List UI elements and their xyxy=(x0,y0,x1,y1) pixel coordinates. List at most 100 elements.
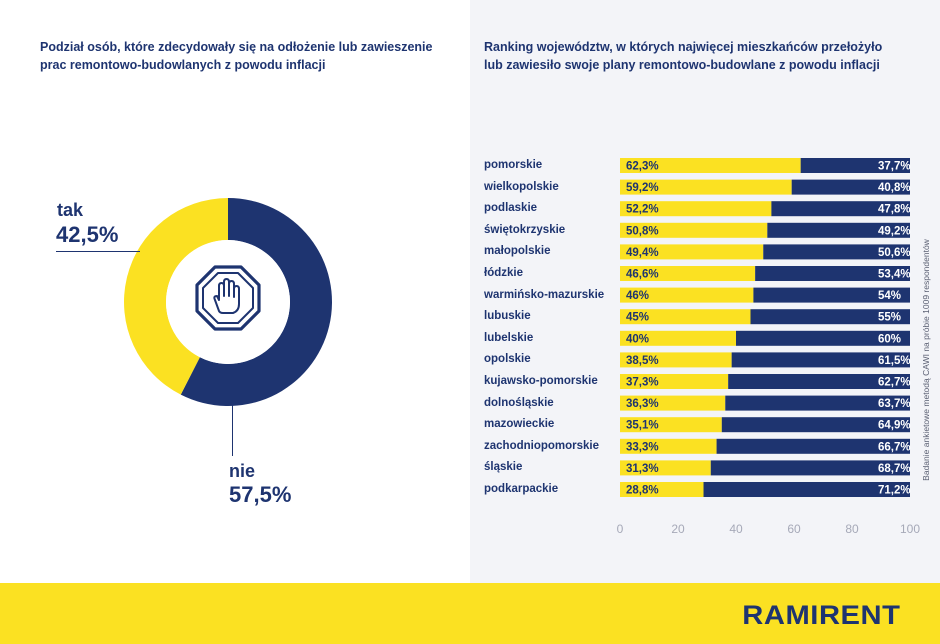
bar-segment-yes xyxy=(620,287,754,303)
bar-segment-no xyxy=(791,179,910,195)
ranking-title: Ranking województw, w których najwięcej … xyxy=(484,38,882,74)
category-label: kujawsko-pomorskie xyxy=(484,375,598,387)
data-label-yes: 28,8% xyxy=(626,485,659,497)
data-label-yes: 59,2% xyxy=(626,182,659,194)
bar-segment-yes xyxy=(620,179,792,195)
data-label-no: 61,5% xyxy=(878,355,911,367)
donut-label-tak: tak xyxy=(57,200,84,220)
category-label: małopolskie xyxy=(484,245,551,258)
x-tick-label: 40 xyxy=(729,522,743,536)
data-label-no: 63,7% xyxy=(878,398,911,410)
category-label: lubuskie xyxy=(484,310,531,323)
data-label-no: 66,7% xyxy=(878,441,911,453)
bar-segment-no xyxy=(731,352,910,368)
donut-slice-nie xyxy=(180,198,332,406)
data-label-yes: 46,6% xyxy=(626,269,659,281)
data-label-no: 37,7% xyxy=(878,161,911,173)
data-label-no: 68,7% xyxy=(878,463,911,475)
donut-title-line1: Podział osób, które zdecydowały się na o… xyxy=(40,40,433,54)
category-label: świętokrzyskie xyxy=(484,223,566,236)
donut-slice-tak xyxy=(123,198,228,395)
data-label-no: 64,9% xyxy=(878,420,911,432)
bar-segment-yes xyxy=(620,222,768,238)
bar-segment-no xyxy=(721,417,910,433)
bar-segment-yes xyxy=(620,352,732,368)
data-label-no: 55% xyxy=(878,312,901,324)
data-label-yes: 49,4% xyxy=(626,247,659,259)
category-label: opolskie xyxy=(484,353,531,366)
bar-segment-yes xyxy=(620,482,704,497)
bar-segment-no xyxy=(716,438,910,454)
donut-title-line2: prac remontowo-budowlanych z powodu infl… xyxy=(40,58,326,72)
data-label-yes: 50,8% xyxy=(626,225,659,237)
data-label-no: 47,8% xyxy=(878,204,911,216)
bar-segment-yes xyxy=(620,158,801,173)
data-label-yes: 33,3% xyxy=(626,441,659,453)
donut-title: Podział osób, które zdecydowały się na o… xyxy=(40,38,432,74)
bar-segment-yes xyxy=(620,395,726,411)
data-label-yes: 37,3% xyxy=(626,377,659,389)
bar-segment-yes xyxy=(620,266,756,281)
bar-segment-yes xyxy=(620,201,772,217)
source-note: Badanie ankietowe metodą CAWI na próbie … xyxy=(921,239,931,481)
bar-segment-no xyxy=(763,244,910,260)
bar-segment-yes xyxy=(620,244,764,260)
ranking-title-line2: lub zawiesiło swoje plany remontowo-budo… xyxy=(484,58,880,72)
bar-segment-no xyxy=(710,460,910,476)
bar-segment-no xyxy=(750,309,910,325)
data-label-yes: 45% xyxy=(626,312,649,324)
donut-chart xyxy=(123,198,332,406)
bar-segment-no xyxy=(728,374,910,389)
data-label-no: 49,2% xyxy=(878,225,911,237)
category-label: podkarpackie xyxy=(484,483,559,495)
stop-hand-icon xyxy=(195,265,261,331)
bar-segment-no xyxy=(767,222,910,238)
ranking-title-line1: Ranking województw, w których najwięcej … xyxy=(484,40,883,54)
x-tick-label: 20 xyxy=(671,522,685,536)
data-label-no: 60% xyxy=(878,333,901,345)
x-tick-label: 80 xyxy=(845,522,859,536)
data-label-yes: 38,5% xyxy=(626,355,659,367)
stacked-bar-chart: 62,3% 37,7% 59,2% 40,8% 52,2% 47,8% 50,8% 49,2%… xyxy=(617,158,920,536)
category-label: podlaskie xyxy=(484,202,538,215)
data-label-no: 53,4% xyxy=(878,269,911,281)
ramirent-logo: RAMIRENT xyxy=(741,600,900,630)
donut-value-tak: 42,5% xyxy=(56,222,119,247)
bar-segment-no xyxy=(725,395,910,411)
category-label: lubelskie xyxy=(484,331,534,344)
category-label: wielkopolskie xyxy=(484,180,559,193)
donut-label-nie: nie xyxy=(229,461,256,481)
x-tick-label: 60 xyxy=(787,522,801,536)
bar-segment-no xyxy=(755,266,910,281)
data-label-yes: 36,3% xyxy=(626,398,659,410)
data-label-no: 71,2% xyxy=(878,485,911,497)
bar-segment-yes xyxy=(620,309,751,325)
category-label: zachodniopomorskie xyxy=(484,439,600,452)
donut-hole xyxy=(166,240,290,364)
bar-segment-yes xyxy=(620,374,729,389)
data-label-yes: 35,1% xyxy=(626,420,659,432)
bar-segment-yes xyxy=(620,330,736,346)
bar-segment-yes xyxy=(620,460,711,476)
bar-segment-no xyxy=(753,287,910,303)
data-label-no: 54% xyxy=(878,290,901,302)
footer xyxy=(0,583,940,644)
bar-segment-no xyxy=(800,158,910,173)
category-label: śląskie xyxy=(484,461,523,474)
x-tick-label: 100 xyxy=(900,522,920,536)
data-label-yes: 46% xyxy=(626,290,649,302)
bar-segment-yes xyxy=(620,438,717,454)
bar-segment-no xyxy=(736,330,910,346)
data-label-yes: 52,2% xyxy=(626,204,659,216)
category-label: pomorskie xyxy=(484,159,543,171)
donut-value-nie: 57,5% xyxy=(229,482,292,507)
leader-line-nie xyxy=(232,400,233,456)
data-label-yes: 62,3% xyxy=(626,161,659,173)
data-label-no: 50,6% xyxy=(878,247,911,259)
bar-segment-no xyxy=(703,482,910,497)
data-label-no: 40,8% xyxy=(878,182,911,194)
category-label: warmińsko-mazurskie xyxy=(484,288,605,301)
category-label: dolnośląskie xyxy=(484,396,554,409)
category-label: mazowieckie xyxy=(484,418,555,431)
leader-line-tak xyxy=(56,251,140,252)
